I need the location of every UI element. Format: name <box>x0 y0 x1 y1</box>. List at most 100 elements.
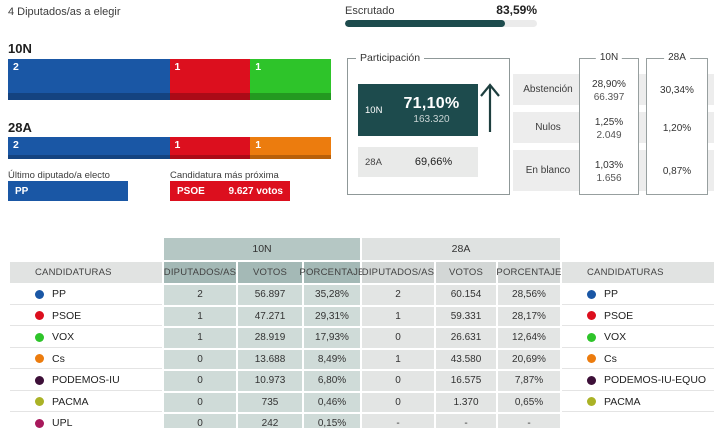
segment-shade <box>8 155 170 159</box>
seatbar-28a-title: 28A <box>8 120 32 135</box>
en-blanco-28a: 0,87% <box>662 166 692 177</box>
seatbar-28a-segment-pp: 2 <box>8 137 170 159</box>
stat-label: Nulos <box>535 122 561 133</box>
counted-label: Escrutado <box>345 5 395 17</box>
results-table: 10N 28A CANDIDATURAS DIPUTADOS/AS VOTOS … <box>0 238 714 428</box>
party-dot-icon <box>587 419 596 428</box>
party-dot-icon <box>587 354 596 364</box>
seat-count: 2 <box>13 61 19 73</box>
cell-28a-votos: 43.580 <box>436 349 496 369</box>
spacer <box>10 238 162 260</box>
cell-10n-diputados: 0 <box>164 371 236 391</box>
cell-10n-porcentaje: 35,28% <box>304 285 360 305</box>
cell-10n-porcentaje: 17,93% <box>304 328 360 348</box>
cell-10n-votos: 10.973 <box>238 371 302 391</box>
cell-28a-porcentaje: 0,65% <box>498 392 560 412</box>
party-dot-icon <box>35 311 44 321</box>
cell-10n-porcentaje: 0,46% <box>304 392 360 412</box>
party-dot-icon <box>587 311 596 321</box>
cell-28a-diputados: - <box>362 414 434 428</box>
cell-10n-diputados: 1 <box>164 328 236 348</box>
group-header-28a: 28A <box>362 238 560 260</box>
up-arrow-icon <box>477 81 503 140</box>
party-dot-icon <box>35 332 44 342</box>
cell-10n-votos: 735 <box>238 392 302 412</box>
participation-10n-pct: 71,10% <box>403 95 460 112</box>
en-blanco-10n: 1,03% 1.656 <box>594 159 624 184</box>
seatbar-28a-segment-psoe: 1 <box>169 137 251 159</box>
closest-candidature-label: Candidatura más próxima <box>170 170 279 181</box>
seat-count: 1 <box>255 61 262 73</box>
last-elected-label: Último diputado/a electo <box>8 170 110 181</box>
cell-28a-porcentaje: 7,87% <box>498 371 560 391</box>
participation-10n-count: 163.320 <box>413 114 450 125</box>
seats-to-elect-note: 4 Diputados/as a elegir <box>8 6 121 18</box>
table-row-party-left: UPL <box>10 414 162 428</box>
table-row-party-left: Cs <box>10 349 162 369</box>
cell-10n-votos: 242 <box>238 414 302 428</box>
cell-10n-porcentaje: 29,31% <box>304 306 360 326</box>
abstencion-28a: 30,34% <box>660 85 694 96</box>
counted-progress: Escrutado 83,59% <box>345 3 537 27</box>
cell-10n-diputados: 0 <box>164 392 236 412</box>
party-dot-icon <box>587 289 596 299</box>
cell-28a-porcentaje: - <box>498 414 560 428</box>
stats-10n-column: 10N 28,90% 66.397 1,25% 2.049 1,03% 1.656 <box>579 52 639 195</box>
seatbar-10n-segment-pp: 2 <box>8 59 170 100</box>
party-dot-icon <box>587 332 596 342</box>
table-row-party-right: PACMA <box>562 392 714 412</box>
counted-value: 83,59% <box>496 3 537 17</box>
last-elected-party: PP <box>15 185 29 197</box>
seat-count: 1 <box>174 61 181 73</box>
table-row-party-right: VOX <box>562 328 714 348</box>
seatbar-10n-segment-vox: 1 <box>250 59 331 100</box>
cell-10n-porcentaje: 8,49% <box>304 349 360 369</box>
party-dot-icon <box>587 397 596 407</box>
col-header-28a-porcentaje: PORCENTAJE <box>496 262 561 283</box>
stats-28a-column: 28A 30,34% 1,20% 0,87% <box>646 52 708 195</box>
seat-count: 1 <box>255 139 262 151</box>
segment-shade <box>8 93 170 100</box>
cell-10n-votos: 47.271 <box>238 306 302 326</box>
cell-28a-diputados: 2 <box>362 285 434 305</box>
group-header-10n: 10N <box>164 238 360 260</box>
last-elected-party-box: PP <box>8 181 128 201</box>
participation-10n-tag: 10N <box>365 104 383 116</box>
closest-party: PSOE <box>177 185 205 197</box>
cell-28a-votos: 16.575 <box>436 371 496 391</box>
table-row-party-left: PP <box>10 285 162 305</box>
party-dot-icon <box>35 418 44 428</box>
stats-10n-header: 10N <box>595 52 623 63</box>
cell-28a-diputados: 0 <box>362 392 434 412</box>
seat-count: 1 <box>174 139 181 151</box>
seatbar-10n-segment-psoe: 1 <box>169 59 251 100</box>
seatbar-10n-title: 10N <box>8 41 32 56</box>
nulos-10n: 1,25% 2.049 <box>594 116 624 141</box>
col-header-10n-votos: VOTOS <box>238 262 302 283</box>
table-row-party-right: Cs <box>562 349 714 369</box>
closest-votes: 9.627 votos <box>228 185 283 197</box>
table-row-party-left: VOX <box>10 328 162 348</box>
participation-28a-pct: 69,66% <box>414 156 453 168</box>
cell-28a-votos: 26.631 <box>436 328 496 348</box>
participation-28a-tag: 28A <box>365 156 382 168</box>
party-dot-icon <box>35 375 44 385</box>
nulos-28a: 1,20% <box>662 123 692 134</box>
stats-28a-header: 28A <box>664 52 690 63</box>
cell-28a-porcentaje: 28,17% <box>498 306 560 326</box>
cell-10n-diputados: 0 <box>164 414 236 428</box>
counted-progress-fill <box>345 20 506 27</box>
col-header-28a-votos: VOTOS <box>436 262 496 283</box>
seatbar-28a: 2 1 1 <box>8 137 331 159</box>
cell-10n-porcentaje: 0,15% <box>304 414 360 428</box>
table-row-party-left: PODEMOS-IU <box>10 371 162 391</box>
party-dot-icon <box>35 397 44 407</box>
table-row-party-left: PACMA <box>10 392 162 412</box>
cell-28a-diputados: 0 <box>362 371 434 391</box>
cell-10n-porcentaje: 6,80% <box>304 371 360 391</box>
cell-28a-porcentaje: 20,69% <box>498 349 560 369</box>
party-dot-icon <box>587 375 596 385</box>
cell-28a-diputados: 0 <box>362 328 434 348</box>
participation-panel: Participación 10N 71,10% 163.320 28A 69,… <box>347 52 510 195</box>
